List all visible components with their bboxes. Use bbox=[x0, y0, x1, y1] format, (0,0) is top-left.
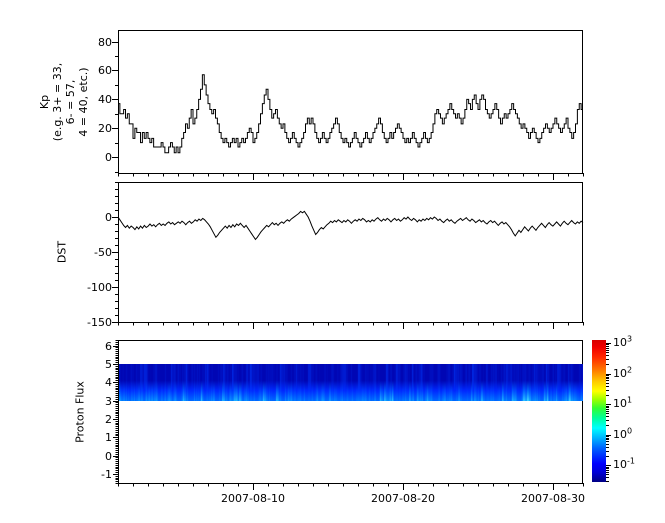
kp-y-tick-label: 60 bbox=[98, 64, 112, 77]
colorbar bbox=[592, 340, 606, 482]
proton_flux-y-tick-label: 4 bbox=[105, 376, 112, 389]
kp-y-tick-label: 80 bbox=[98, 36, 112, 49]
dst-series-line bbox=[117, 210, 584, 241]
colorbar-tick-label: 103 bbox=[613, 334, 633, 349]
x-date-label: 2007-08-20 bbox=[371, 492, 435, 505]
kp-y-tick-label: 0 bbox=[105, 151, 112, 164]
colorbar-tick-label: 101 bbox=[613, 395, 633, 410]
kp-y-tick-label: 20 bbox=[98, 122, 112, 135]
proton-flux-spectrogram bbox=[119, 364, 583, 401]
kp-series-line bbox=[118, 74, 583, 154]
dst-y-tick-label: -100 bbox=[87, 281, 112, 294]
proton_flux-y-tick-label: 1 bbox=[105, 431, 112, 444]
proton_flux-y-tick-label: -1 bbox=[101, 468, 112, 481]
x-date-label: 2007-08-10 bbox=[221, 492, 285, 505]
proton_flux-y-tick-label: 3 bbox=[105, 395, 112, 408]
proton_flux-y-tick-label: 6 bbox=[105, 340, 112, 353]
proton_flux-y-tick-label: 5 bbox=[105, 358, 112, 371]
dst-y-tick-label: -50 bbox=[94, 246, 112, 259]
colorbar-tick-label: 100 bbox=[613, 426, 633, 441]
dst-plot-frame bbox=[118, 182, 583, 323]
kp-plot-frame bbox=[118, 30, 583, 174]
x-date-label: 2007-08-30 bbox=[521, 492, 585, 505]
colorbar-tick-label: 102 bbox=[613, 365, 633, 380]
dst-y-tick-label: 0 bbox=[105, 211, 112, 224]
kp-y-tick-label: 40 bbox=[98, 93, 112, 106]
dst-y-tick-label: -150 bbox=[87, 316, 112, 329]
proton_flux-plot-frame bbox=[118, 340, 583, 484]
colorbar-tick-label: 10-1 bbox=[613, 456, 635, 471]
proton_flux-y-tick-label: 0 bbox=[105, 450, 112, 463]
proton_flux-y-tick-label: 2 bbox=[105, 413, 112, 426]
